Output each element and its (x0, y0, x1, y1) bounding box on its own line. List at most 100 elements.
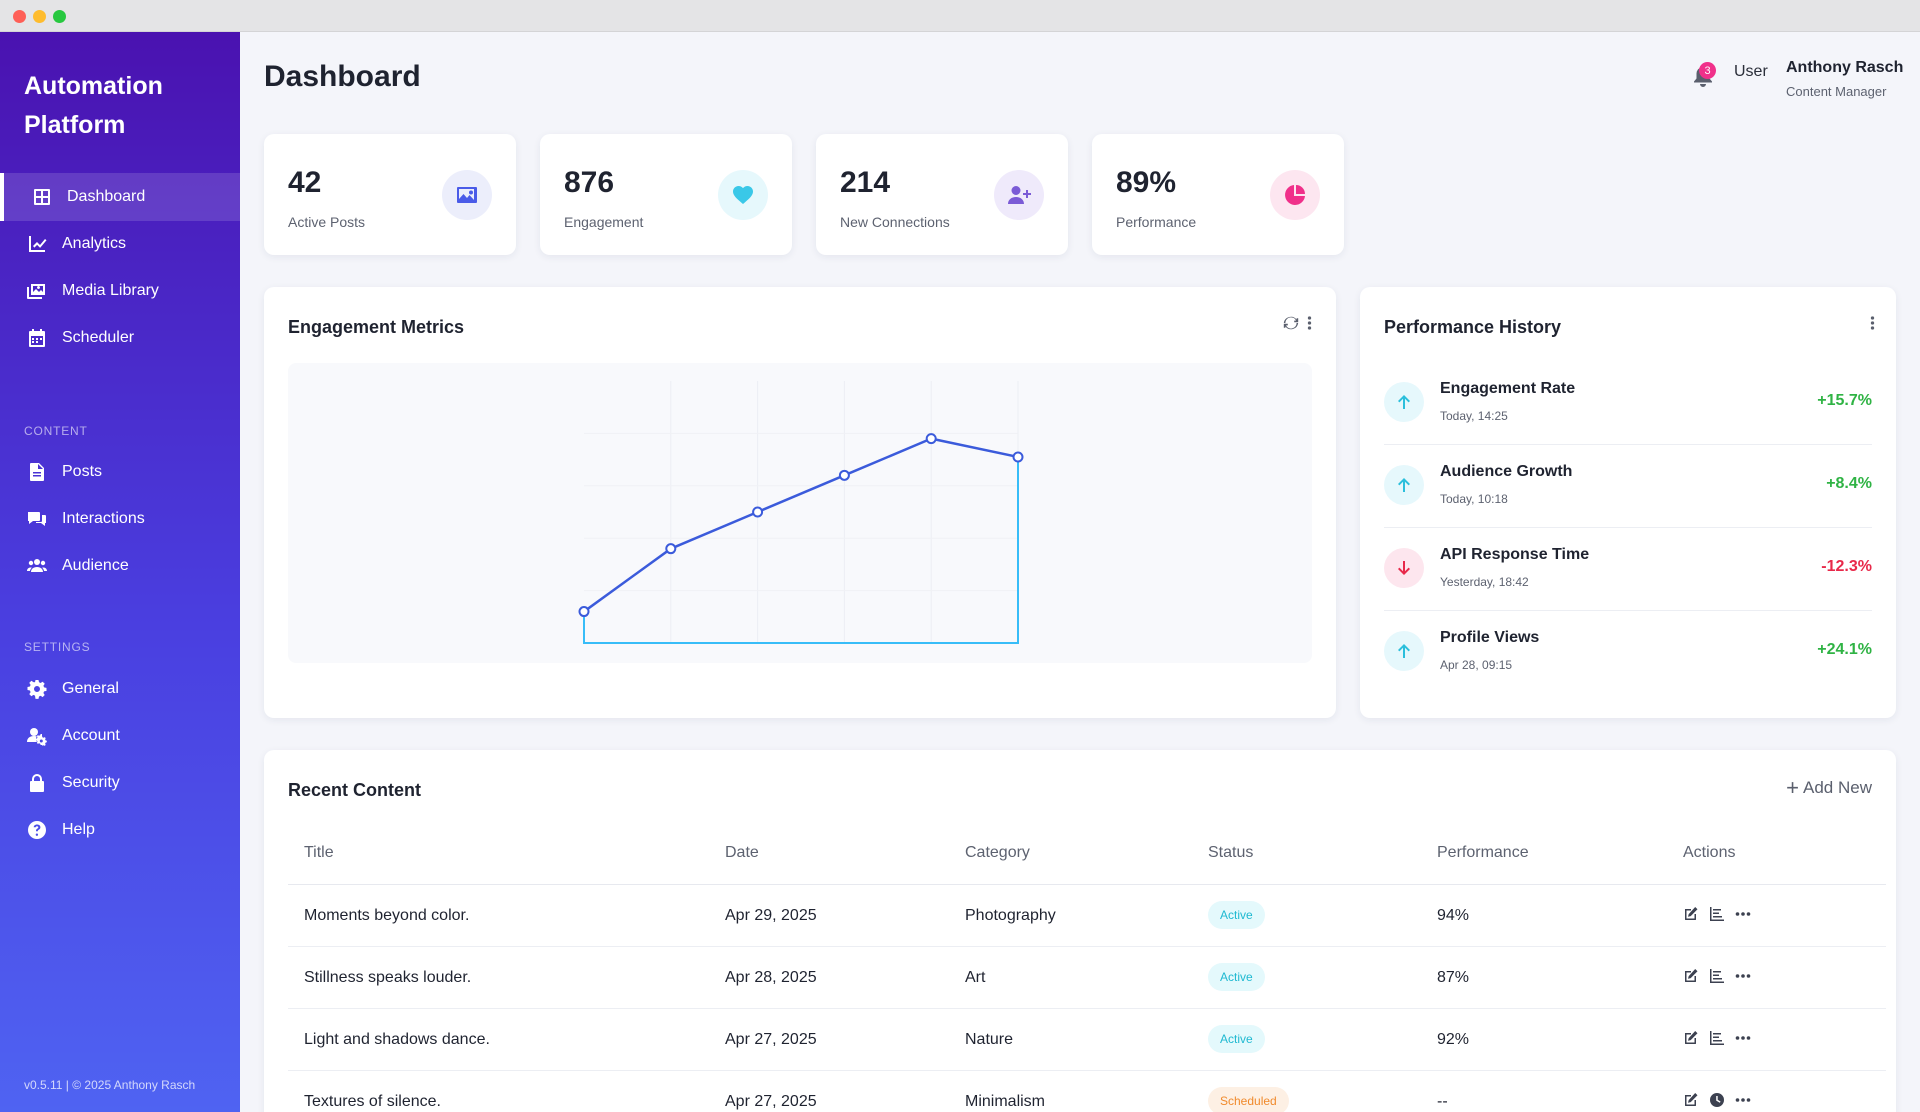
table-row[interactable]: Stillness speaks louder. Apr 28, 2025 Ar… (288, 947, 1886, 1009)
stat-card-performance: 89% Performance (1092, 134, 1344, 255)
lock-icon (26, 772, 48, 794)
sidebar-item-posts[interactable]: Posts (0, 448, 240, 496)
table-row[interactable]: Moments beyond color. Apr 29, 2025 Photo… (288, 885, 1886, 947)
column-header-category[interactable]: Category (965, 844, 1030, 861)
stat-value: 876 (564, 166, 615, 199)
stat-label: Engagement (564, 214, 644, 230)
sidebar-item-audience[interactable]: Audience (0, 542, 240, 590)
stat-value: 42 (288, 166, 322, 199)
sidebar-item-account[interactable]: Account (0, 712, 240, 760)
edit-icon[interactable] (1683, 1092, 1699, 1108)
cell-performance: -- (1437, 1093, 1448, 1110)
sidebar-item-label: Security (62, 774, 120, 791)
history-more-options-button[interactable] (1866, 315, 1878, 336)
sidebar-item-label: Dashboard (67, 188, 146, 205)
history-title: Engagement Rate (1440, 380, 1576, 397)
cell-title: Moments beyond color. (304, 907, 470, 924)
engagement-metrics-panel: Engagement Metrics (264, 287, 1336, 718)
sidebar-item-dashboard[interactable]: Dashboard (0, 173, 240, 221)
history-change: +8.4% (1826, 475, 1872, 492)
notification-badge: 3 (1699, 62, 1716, 79)
page-title: Dashboard (264, 60, 421, 93)
more-horizontal-icon[interactable] (1735, 1092, 1751, 1108)
images-icon (26, 280, 48, 302)
history-time: Today, 10:18 (1440, 492, 1508, 506)
cell-title: Textures of silence. (304, 1093, 441, 1110)
stat-label: New Connections (840, 214, 950, 230)
calendar-icon (26, 327, 48, 349)
sidebar-item-label: Audience (62, 557, 129, 574)
panel-title: Recent Content (288, 780, 422, 800)
series-line (583, 437, 1019, 613)
edit-icon[interactable] (1683, 968, 1699, 984)
sidebar-item-scheduler[interactable]: Scheduler (0, 314, 240, 362)
more-horizontal-icon[interactable] (1735, 1030, 1751, 1046)
file-icon (26, 461, 48, 483)
version-footer: v0.5.11 | © 2025 Anthony Rasch (24, 1078, 196, 1092)
plus-icon: + (1786, 775, 1800, 800)
sidebar-item-security[interactable]: Security (0, 759, 240, 807)
stat-card-engagement: 876 Engagement (540, 134, 792, 255)
sidebar-item-label: Posts (62, 463, 103, 480)
add-new-button[interactable]: + Add New (1786, 775, 1872, 800)
column-header-actions: Actions (1683, 844, 1736, 861)
data-point (578, 606, 590, 618)
user-tag[interactable]: User (1734, 63, 1768, 80)
pie-chart-icon (1270, 170, 1320, 220)
sidebar-item-label: General (62, 680, 119, 697)
sidebar-item-help[interactable]: Help (0, 806, 240, 854)
heart-icon (718, 170, 768, 220)
cell-category: Art (965, 969, 986, 986)
history-change: -12.3% (1821, 558, 1872, 575)
cell-performance: 92% (1437, 1031, 1470, 1048)
section-label-content: CONTENT (24, 424, 88, 438)
sidebar-item-interactions[interactable]: Interactions (0, 495, 240, 543)
refresh-button[interactable] (1282, 316, 1300, 334)
sidebar-item-general[interactable]: General (0, 665, 240, 713)
panel-title: Performance History (1384, 317, 1562, 337)
stat-label: Active Posts (288, 214, 366, 230)
stats-icon[interactable] (1709, 968, 1725, 984)
stat-value: 214 (840, 166, 891, 199)
table-header-divider (288, 884, 1886, 885)
cell-category: Minimalism (965, 1093, 1045, 1110)
clock-icon[interactable] (1709, 1092, 1725, 1108)
user-role: Content Manager (1786, 84, 1887, 99)
status-badge: Active (1208, 1025, 1265, 1053)
more-horizontal-icon[interactable] (1735, 906, 1751, 922)
arrow-down-icon (1384, 548, 1424, 588)
table-row[interactable]: Light and shadows dance. Apr 27, 2025 Na… (288, 1009, 1886, 1071)
window-minimize-button[interactable] (33, 10, 46, 23)
stats-icon[interactable] (1709, 906, 1725, 922)
area-outline (583, 456, 1019, 644)
edit-icon[interactable] (1683, 906, 1699, 922)
window-maximize-button[interactable] (53, 10, 66, 23)
data-point (1012, 451, 1024, 463)
user-name[interactable]: Anthony Rasch (1786, 59, 1904, 76)
column-header-performance[interactable]: Performance (1437, 844, 1529, 861)
sidebar-item-analytics[interactable]: Analytics (0, 220, 240, 268)
users-icon (26, 555, 48, 577)
column-header-date[interactable]: Date (725, 844, 759, 861)
row-actions (1683, 906, 1751, 922)
section-label-settings: SETTINGS (24, 640, 91, 654)
window-close-button[interactable] (13, 10, 26, 23)
stats-icon[interactable] (1709, 1030, 1725, 1046)
brand-title: Automation Platform (24, 72, 163, 139)
more-options-button[interactable] (1303, 315, 1315, 334)
sidebar-item-media-library[interactable]: Media Library (0, 267, 240, 315)
refresh-icon (1283, 315, 1299, 336)
window-titlebar (0, 0, 1920, 32)
cell-category: Photography (965, 907, 1056, 924)
more-horizontal-icon[interactable] (1735, 968, 1751, 984)
history-time: Today, 14:25 (1440, 409, 1508, 423)
stat-card-new-connections: 214 New Connections (816, 134, 1068, 255)
cell-performance: 94% (1437, 907, 1470, 924)
column-header-status[interactable]: Status (1208, 844, 1254, 861)
cell-performance: 87% (1437, 969, 1470, 986)
edit-icon[interactable] (1683, 1030, 1699, 1046)
stat-card-active-posts: 42 Active Posts (264, 134, 516, 255)
table-row[interactable]: Textures of silence. Apr 27, 2025 Minima… (288, 1071, 1886, 1112)
column-header-title[interactable]: Title (304, 844, 334, 861)
ellipsis-vertical-icon (1870, 315, 1875, 336)
